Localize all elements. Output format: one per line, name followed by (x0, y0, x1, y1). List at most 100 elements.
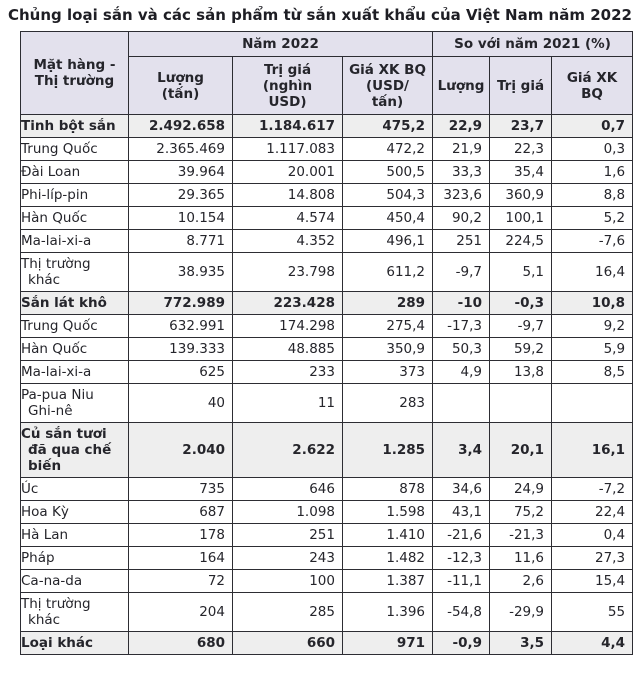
cell-value: 0,3 (551, 137, 634, 161)
table-row: Úc 735 646 878 34,6 24,9 -7,2 (20, 477, 634, 501)
cell-value: 100,1 (489, 206, 553, 230)
cell-value: 450,4 (341, 206, 434, 230)
cell-value: 20.001 (232, 160, 343, 184)
col-header-value-2022: Trị giá (nghìn USD) (232, 56, 343, 115)
cell-value: 350,9 (341, 337, 434, 361)
cell-value: -0,9 (432, 631, 491, 655)
col-group-vs-2021: So với năm 2021 (%) (432, 31, 634, 57)
cell-value: 34,6 (432, 477, 491, 501)
section-row: Tinh bột sắn 2.492.658 1.184.617 475,2 22,9 2… (20, 114, 634, 138)
cell-value: 5,1 (489, 252, 553, 292)
cell-value: 15,4 (551, 569, 634, 593)
cell-value: -12,3 (432, 546, 491, 570)
cell-value (551, 383, 634, 423)
cell-value: 139.333 (128, 337, 233, 361)
cell-value: 13,8 (489, 360, 553, 384)
row-label: Củ sắn tươi đã qua chế biến (20, 422, 129, 478)
table-row: Trung Quốc 2.365.469 1.117.083 472,2 21,9 22,… (20, 137, 634, 161)
col-header-avg-price-2022: Giá XK BQ (USD/ tấn) (341, 56, 434, 115)
cell-value (489, 383, 553, 423)
cell-value: 632.991 (128, 314, 233, 338)
cell-value: 1.098 (232, 500, 343, 524)
cell-value: 660 (232, 631, 343, 655)
cell-value: 3,4 (432, 422, 491, 478)
cell-value: 204 (128, 592, 233, 632)
cell-value: 2.365.469 (128, 137, 233, 161)
cell-value: 285 (232, 592, 343, 632)
col-header-quantity-2022: Lượng (tấn) (128, 56, 233, 115)
cell-value: 11,6 (489, 546, 553, 570)
cell-value: 735 (128, 477, 233, 501)
cell-value: 22,9 (432, 114, 491, 138)
cell-value: 373 (341, 360, 434, 384)
cell-value: 2.040 (128, 422, 233, 478)
cell-value: 29.365 (128, 183, 233, 207)
cell-value: 75,2 (489, 500, 553, 524)
cell-value: -21,6 (432, 523, 491, 547)
cell-value: 55 (551, 592, 634, 632)
col-header-quantity-vs-2021: Lượng (432, 56, 491, 115)
cell-value: 283 (341, 383, 434, 423)
cell-value: 1,6 (551, 160, 634, 184)
cell-value: 1.117.083 (232, 137, 343, 161)
cell-value: 43,1 (432, 500, 491, 524)
cell-value: 48.885 (232, 337, 343, 361)
cell-value: 251 (432, 229, 491, 253)
cell-value: 27,3 (551, 546, 634, 570)
cell-value: 8.771 (128, 229, 233, 253)
cell-value: 8,5 (551, 360, 634, 384)
cassava-export-table: Mặt hàng - Thị trường Năm 2022 So với nă… (20, 31, 634, 655)
row-label: Úc (20, 477, 129, 501)
cell-value: 1.410 (341, 523, 434, 547)
table-row: Hoa Kỳ 687 1.098 1.598 43,1 75,2 22,4 (20, 500, 634, 524)
cell-value: 9,2 (551, 314, 634, 338)
cell-value: 687 (128, 500, 233, 524)
cell-value: 275,4 (341, 314, 434, 338)
cell-value: 90,2 (432, 206, 491, 230)
row-label: Hà Lan (20, 523, 129, 547)
cell-value: 289 (341, 291, 434, 315)
section-row: Củ sắn tươi đã qua chế biến 2.040 2.622 1.2… (20, 422, 634, 478)
row-label: Hàn Quốc (20, 337, 129, 361)
cell-value: 233 (232, 360, 343, 384)
cell-value: 10,8 (551, 291, 634, 315)
cell-value: 100 (232, 569, 343, 593)
cell-value: 0,7 (551, 114, 634, 138)
cell-value: 35,4 (489, 160, 553, 184)
cell-value: 224,5 (489, 229, 553, 253)
cell-value: 4.352 (232, 229, 343, 253)
cell-value: 0,4 (551, 523, 634, 547)
cell-value: 5,9 (551, 337, 634, 361)
cell-value: 2,6 (489, 569, 553, 593)
cell-value: 1.285 (341, 422, 434, 478)
cell-value: -10 (432, 291, 491, 315)
cell-value: -11,1 (432, 569, 491, 593)
cell-value: 1.482 (341, 546, 434, 570)
row-label: Ma-lai-xi-a (20, 229, 129, 253)
cell-value: 22,4 (551, 500, 634, 524)
cell-value: -29,9 (489, 592, 553, 632)
row-label: Hàn Quốc (20, 206, 129, 230)
cell-value: 164 (128, 546, 233, 570)
cell-value: 1.387 (341, 569, 434, 593)
section-row: Loại khác 680 660 971 -0,9 3,5 4,4 (20, 631, 634, 655)
cell-value: -9,7 (489, 314, 553, 338)
cell-value: 646 (232, 477, 343, 501)
cell-value: 39.964 (128, 160, 233, 184)
row-label: Tinh bột sắn (20, 114, 129, 138)
cell-value: 16,1 (551, 422, 634, 478)
table-row: Pháp 164 243 1.482 -12,3 11,6 27,3 (20, 546, 634, 570)
cell-value: 4,4 (551, 631, 634, 655)
cell-value: 472,2 (341, 137, 434, 161)
cell-value: 22,3 (489, 137, 553, 161)
cell-value: 496,1 (341, 229, 434, 253)
table-row: Trung Quốc 632.991 174.298 275,4 -17,3 -9,7 9,… (20, 314, 634, 338)
cell-value: 1.598 (341, 500, 434, 524)
cell-value: 625 (128, 360, 233, 384)
cell-value: 59,2 (489, 337, 553, 361)
cell-value: -21,3 (489, 523, 553, 547)
table-row: Đài Loan 39.964 20.001 500,5 33,3 35,4 1,6 (20, 160, 634, 184)
row-label: Pháp (20, 546, 129, 570)
table-row: Hàn Quốc 10.154 4.574 450,4 90,2 100,1 5,2 (20, 206, 634, 230)
table-row: Thị trường khác 38.935 23.798 611,2 -9,7 5,1 1… (20, 252, 634, 292)
